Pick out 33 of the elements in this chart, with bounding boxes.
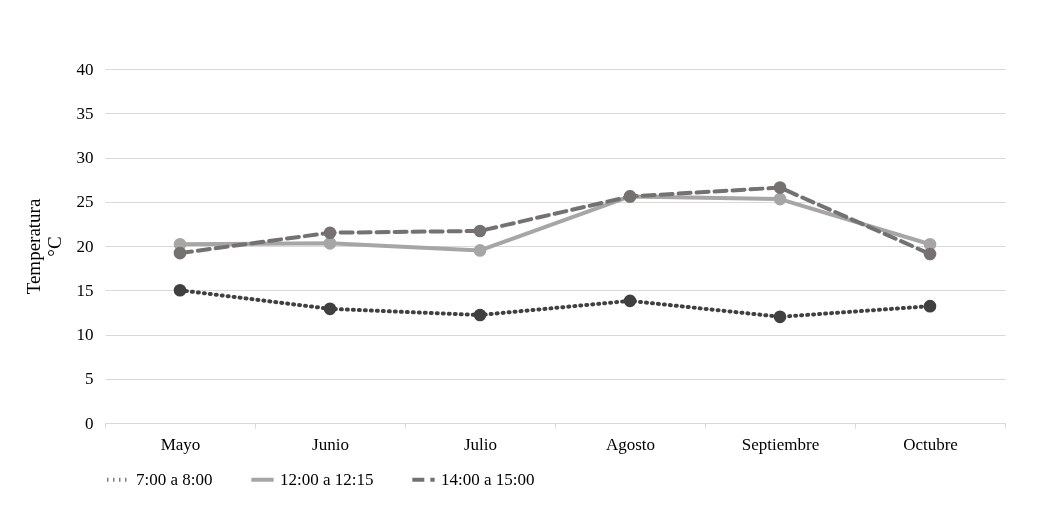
y-tick-label: 40 bbox=[76, 59, 94, 79]
point bbox=[473, 244, 487, 257]
point bbox=[773, 310, 787, 324]
legend-label: 14:00 a 15:00 bbox=[441, 469, 535, 489]
point bbox=[173, 246, 187, 260]
legend-label: 7:00 a 8:00 bbox=[136, 469, 213, 489]
x-tick-label: Octubre bbox=[903, 434, 958, 454]
y-axis-title: Temperatura °C bbox=[22, 198, 65, 295]
point bbox=[773, 192, 787, 206]
point bbox=[473, 224, 487, 238]
point bbox=[323, 302, 337, 316]
y-tick-label: 5 bbox=[85, 369, 94, 389]
x-tick-label: Junio bbox=[312, 434, 349, 454]
point bbox=[173, 283, 187, 297]
point bbox=[923, 247, 937, 261]
point bbox=[923, 299, 937, 313]
y-tick-label: 15 bbox=[76, 280, 94, 300]
y-tick-label: 25 bbox=[76, 192, 94, 212]
point bbox=[323, 237, 337, 250]
y-tick-label: 10 bbox=[76, 325, 94, 344]
x-tick-label: Mayo bbox=[160, 434, 201, 454]
point bbox=[773, 181, 787, 194]
point bbox=[323, 226, 337, 240]
x-tick-label: Julio bbox=[463, 434, 498, 454]
point bbox=[473, 308, 487, 322]
legend-label: 12:00 a 12:15 bbox=[280, 469, 374, 489]
y-tick-label: 20 bbox=[76, 236, 94, 256]
y-tick-label: 35 bbox=[76, 103, 94, 123]
y-tick-label: 30 bbox=[76, 148, 94, 167]
x-tick-label: Agosto bbox=[605, 434, 656, 454]
y-tick-label: 0 bbox=[85, 413, 94, 433]
x-tick-label: Septiembre bbox=[741, 434, 820, 454]
point bbox=[623, 294, 637, 308]
